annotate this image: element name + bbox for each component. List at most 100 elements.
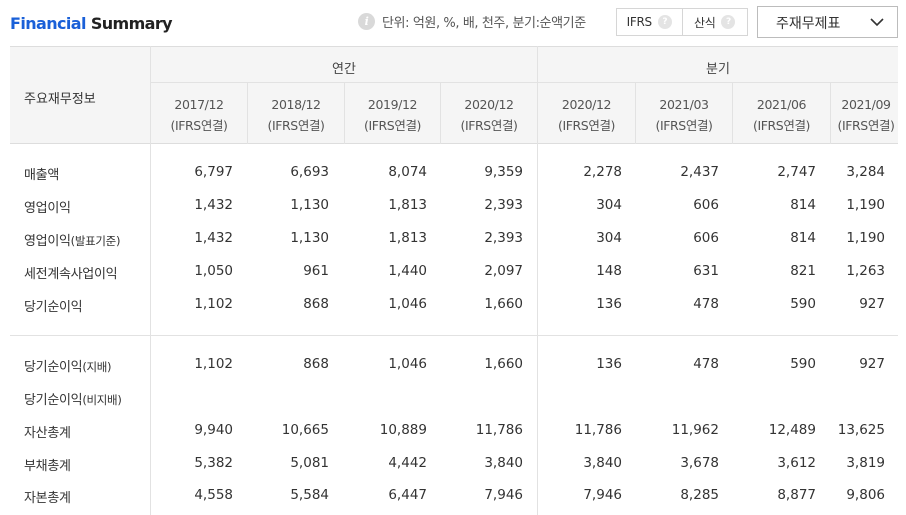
table-cell: 4,442 (388, 455, 427, 471)
corner-label: 주요재무정보 (24, 92, 96, 107)
row-label-sub: (비지배) (82, 393, 122, 407)
unit-note: i 단위: 억원, %, 배, 천주, 분기:순액기준 (358, 12, 586, 31)
column-basis: (IFRS연결) (837, 118, 895, 133)
table-cell: 136 (596, 356, 622, 372)
title-summary: Summary (90, 14, 173, 33)
table-cell: 2,393 (484, 197, 523, 213)
table-cell: 304 (596, 230, 622, 246)
group-quarterly: 분기 (706, 62, 730, 77)
financial-summary-table: 주요재무정보 연간 분기 2017/12 (IFRS연결) 2018/12 (IFR… (10, 46, 898, 515)
ifrs-label: IFRS (626, 15, 653, 29)
row-label: 자산총계 (24, 422, 71, 441)
table-cell: 5,584 (290, 487, 329, 503)
column-period: 2021/09 (841, 97, 891, 112)
group-annual: 연간 (332, 62, 356, 77)
column-period: 2018/12 (271, 97, 321, 112)
group-divider (537, 46, 538, 515)
section-title: Financial Summary (10, 14, 173, 33)
unit-note-text: 단위: 억원, %, 배, 천주, 분기:순액기준 (382, 16, 586, 31)
row-label-text: 영업이익 (24, 234, 71, 249)
table-cell: 590 (790, 296, 816, 312)
table-cell: 4,558 (194, 487, 233, 503)
row-label-sub: (지배) (82, 360, 112, 374)
help-icon[interactable]: ? (721, 15, 736, 29)
column-divider (830, 83, 831, 144)
table-cell: 606 (693, 197, 719, 213)
table-cell: 1,050 (194, 263, 233, 279)
table-cell: 3,678 (680, 455, 719, 471)
table-cell: 5,081 (290, 455, 329, 471)
formula-toggle[interactable]: 산식 ? (681, 9, 748, 35)
table-cell: 3,819 (846, 455, 885, 471)
column-header: 2018/12 (IFRS연결) (248, 94, 344, 136)
table-cell: 3,840 (484, 455, 523, 471)
table-cell: 7,946 (583, 487, 622, 503)
table-cell: 927 (859, 356, 885, 372)
column-header: 2017/12 (IFRS연결) (151, 94, 247, 136)
column-header: 2021/03 (IFRS연결) (636, 94, 732, 136)
table-cell: 10,665 (281, 422, 329, 438)
table-cell: 868 (303, 296, 329, 312)
table-cell: 11,786 (574, 422, 622, 438)
table-cell: 9,940 (194, 422, 233, 438)
column-header: 2020/12 (IFRS연결) (538, 94, 635, 136)
table-cell: 10,889 (379, 422, 427, 438)
table-cell: 478 (693, 356, 719, 372)
ifrs-toggle[interactable]: IFRS ? (617, 9, 682, 35)
label-column-divider (150, 144, 151, 515)
row-label-text: 영업이익 (24, 201, 71, 216)
table-header (10, 46, 898, 144)
row-label: 영업이익(발표기준) (24, 230, 120, 249)
row-label: 세전계속사업이익 (24, 263, 118, 282)
row-label: 당기순이익(지배) (24, 356, 112, 375)
column-basis: (IFRS연결) (267, 118, 325, 133)
column-period: 2017/12 (174, 97, 224, 112)
table-cell: 814 (790, 230, 816, 246)
table-cell: 2,278 (583, 164, 622, 180)
row-label-text: 자본총계 (24, 491, 71, 506)
table-cell: 2,393 (484, 230, 523, 246)
row-label-text: 매출액 (24, 168, 59, 183)
table-cell: 1,102 (194, 356, 233, 372)
table-cell: 3,840 (583, 455, 622, 471)
column-basis: (IFRS연결) (655, 118, 713, 133)
table-cell: 6,693 (290, 164, 329, 180)
table-cell: 12,489 (768, 422, 816, 438)
statement-type-value: 주재무제표 (776, 16, 841, 32)
row-label: 영업이익 (24, 197, 71, 216)
row-label-text: 당기순이익 (24, 393, 83, 408)
column-basis: (IFRS연결) (557, 118, 616, 133)
info-icon[interactable]: i (358, 13, 375, 30)
table-cell: 2,747 (777, 164, 816, 180)
table-cell: 1,660 (484, 296, 523, 312)
table-cell: 3,284 (846, 164, 885, 180)
column-period: 2021/06 (756, 97, 807, 112)
table-cell: 868 (303, 356, 329, 372)
column-period: 2020/12 (464, 97, 514, 112)
row-label: 당기순이익 (24, 296, 83, 315)
column-divider (344, 83, 345, 144)
column-basis: (IFRS연결) (752, 118, 811, 133)
chevron-down-icon (870, 18, 884, 27)
table-cell: 606 (693, 230, 719, 246)
row-label-text: 당기순이익 (24, 360, 83, 375)
row-label: 매출액 (24, 164, 59, 183)
row-label: 당기순이익(비지배) (24, 389, 122, 408)
header-divider (151, 82, 898, 83)
table-cell: 1,813 (388, 197, 427, 213)
statement-type-select[interactable]: 주재무제표 (757, 6, 898, 38)
table-cell: 2,097 (484, 263, 523, 279)
table-cell: 631 (693, 263, 719, 279)
row-label-text: 당기순이익 (24, 300, 83, 315)
column-basis: (IFRS연결) (460, 118, 518, 133)
column-header: 2020/12 (IFRS연결) (441, 94, 537, 136)
help-icon[interactable]: ? (657, 15, 672, 29)
column-basis: (IFRS연결) (170, 118, 228, 133)
table-cell: 3,612 (777, 455, 816, 471)
table-cell: 9,806 (846, 487, 885, 503)
table-cell: 6,447 (388, 487, 427, 503)
table-cell: 1,263 (846, 263, 885, 279)
table-cell: 1,190 (846, 197, 885, 213)
column-basis: (IFRS연결) (363, 118, 422, 133)
column-divider (732, 83, 733, 144)
